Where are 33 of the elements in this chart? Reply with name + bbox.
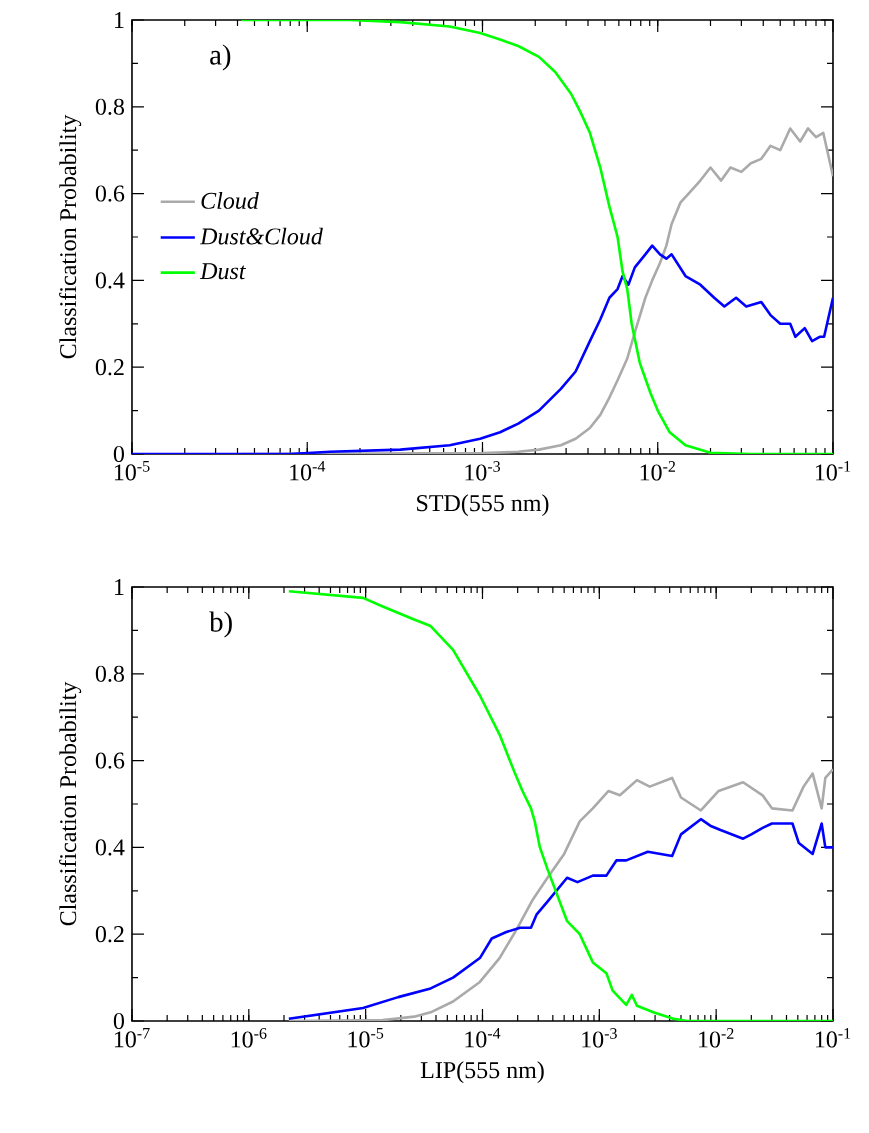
legend-label: Dust [199,263,246,280]
y-tick-label: 1 [115,579,124,595]
y-tick-label: 0.4 [95,839,125,856]
y-tick-label: 0.6 [95,185,125,202]
y-tick-label: 0.8 [95,98,124,115]
y-axis-title: Classification Probability [59,114,82,359]
legend-label: Cloud [201,191,259,209]
x-tick-label: 10$^{-2}$ [699,1028,734,1048]
x-tick-label: 10$^{-3}$ [582,1028,617,1048]
x-axis-title: LIP(555 nm) [420,1061,544,1084]
x-tick-label: 10$^{-4}$ [290,461,326,481]
y-tick-label: 0.4 [95,272,125,289]
legend-label: Dust&Cloud [199,227,323,245]
x-tick-label: 10$^{-1}$ [815,1028,851,1048]
annotation: b) [209,611,232,638]
x-tick-label: 10$^{-5}$ [348,1028,384,1048]
y-tick-label: 0 [113,1012,124,1030]
annotation: a) [210,44,231,71]
x-tick-label: 10$^{-3}$ [465,461,501,481]
y-tick-label: 0 [113,445,124,463]
x-tick-label: 10$^{-5}$ [114,461,150,481]
y-tick-label: 0.6 [95,752,125,769]
y-tick-label: 0.2 [95,926,124,943]
x-tick-label: 10$^{-2}$ [640,461,676,481]
x-tick-label: 10$^{-7}$ [114,1028,150,1048]
x-tick-label: 10$^{-1}$ [815,461,851,481]
y-tick-label: 1 [115,12,124,28]
x-tick-label: 10$^{-4}$ [465,1028,501,1048]
y-tick-label: 0.2 [95,359,124,376]
x-tick-label: 10$^{-6}$ [231,1028,267,1048]
x-axis-title: STD(555 nm) [417,494,549,517]
y-tick-label: 0.8 [95,665,124,682]
y-axis-title: Classification Probability [59,681,82,926]
